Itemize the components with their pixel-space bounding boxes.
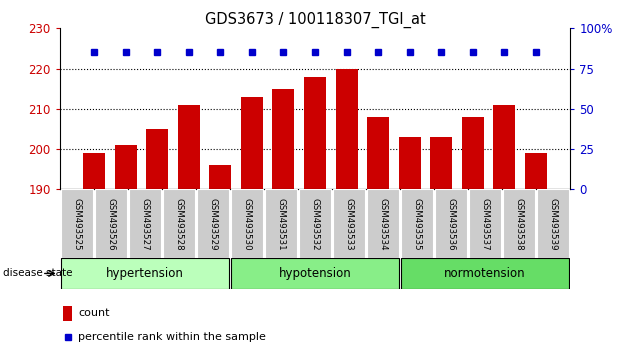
- Text: GSM493526: GSM493526: [106, 198, 115, 250]
- Bar: [197, 189, 229, 258]
- Bar: [94, 189, 127, 258]
- Bar: [163, 189, 195, 258]
- Bar: [469, 189, 501, 258]
- Text: GSM493538: GSM493538: [515, 198, 524, 250]
- Text: GSM493532: GSM493532: [311, 198, 319, 250]
- Bar: [146, 129, 168, 189]
- Bar: [435, 189, 467, 258]
- Text: GSM493535: GSM493535: [413, 198, 421, 250]
- Bar: [241, 97, 263, 189]
- Bar: [62, 306, 72, 321]
- Bar: [336, 69, 358, 189]
- Bar: [178, 105, 200, 189]
- Bar: [209, 165, 231, 189]
- Text: disease state: disease state: [3, 268, 72, 279]
- Text: percentile rank within the sample: percentile rank within the sample: [78, 332, 266, 342]
- Bar: [129, 189, 161, 258]
- Bar: [503, 189, 536, 258]
- Bar: [83, 153, 105, 189]
- Title: GDS3673 / 100118307_TGI_at: GDS3673 / 100118307_TGI_at: [205, 12, 425, 28]
- Text: GSM493533: GSM493533: [345, 198, 353, 250]
- Bar: [367, 117, 389, 189]
- Text: GSM493528: GSM493528: [175, 198, 183, 250]
- Bar: [333, 189, 365, 258]
- Bar: [265, 189, 297, 258]
- Text: normotension: normotension: [444, 267, 526, 280]
- Bar: [60, 189, 93, 258]
- Bar: [462, 117, 484, 189]
- Text: count: count: [78, 308, 110, 318]
- Bar: [525, 153, 547, 189]
- Text: GSM493527: GSM493527: [140, 198, 149, 250]
- Text: GSM493531: GSM493531: [277, 198, 285, 250]
- Text: GSM493530: GSM493530: [243, 198, 251, 250]
- Text: hypotension: hypotension: [278, 267, 352, 280]
- Bar: [401, 258, 570, 289]
- Text: GSM493534: GSM493534: [379, 198, 387, 250]
- Bar: [231, 189, 263, 258]
- Text: GSM493539: GSM493539: [549, 198, 558, 250]
- Bar: [115, 145, 137, 189]
- Bar: [537, 189, 570, 258]
- Bar: [60, 258, 229, 289]
- Text: hypertension: hypertension: [106, 267, 184, 280]
- Bar: [367, 189, 399, 258]
- Bar: [304, 77, 326, 189]
- Text: GSM493536: GSM493536: [447, 198, 455, 250]
- Bar: [399, 137, 421, 189]
- Bar: [299, 189, 331, 258]
- Text: GSM493537: GSM493537: [481, 198, 490, 250]
- Bar: [401, 189, 433, 258]
- Bar: [231, 258, 399, 289]
- Bar: [493, 105, 515, 189]
- Bar: [272, 89, 294, 189]
- Bar: [430, 137, 452, 189]
- Text: GSM493525: GSM493525: [72, 198, 81, 250]
- Text: GSM493529: GSM493529: [209, 198, 217, 250]
